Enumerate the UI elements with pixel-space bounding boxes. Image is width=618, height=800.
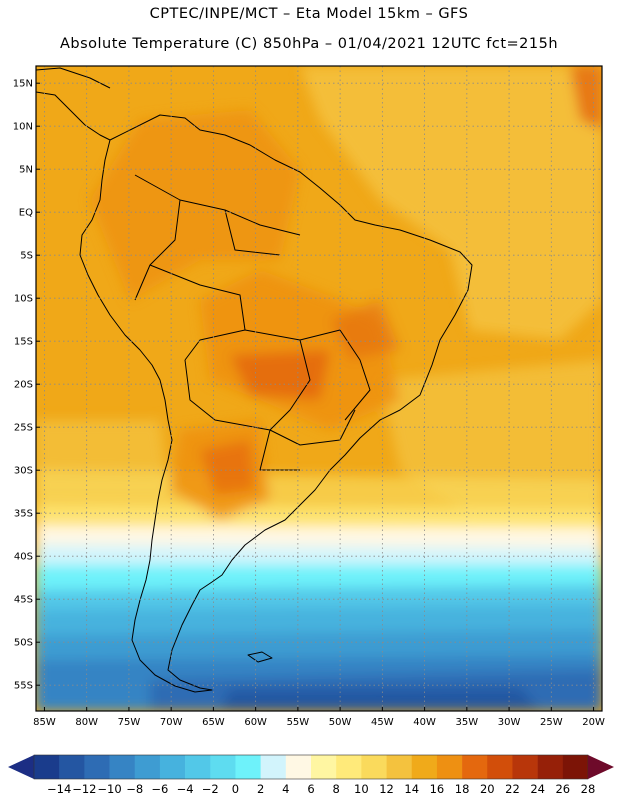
lon-label: 20W (582, 717, 605, 728)
lat-label: 45S (14, 595, 33, 606)
lat-label: 55S (14, 681, 33, 692)
temperature-bands (36, 66, 602, 711)
lat-label: 20S (14, 380, 33, 391)
lat-label: 5N (19, 165, 33, 176)
lon-label: 65W (202, 717, 225, 728)
lat-label: 10S (14, 294, 33, 305)
falkland-islands (247, 651, 273, 663)
lon-label: 60W (244, 717, 267, 728)
lat-label: 15S (14, 337, 33, 348)
temperature-field (36, 66, 602, 711)
lat-label: 15N (13, 79, 33, 90)
lon-label: 35W (456, 717, 479, 728)
lon-label: 50W (329, 717, 352, 728)
lat-label: 25S (14, 423, 33, 434)
lat-label: 40S (14, 552, 33, 563)
longitude-labels: 85W 80W 75W 70W 65W 60W 55W 50W 45W 40W 35W 30W 25W 2… (33, 717, 605, 728)
lon-label: 55W (287, 717, 310, 728)
lon-label: 85W (33, 717, 56, 728)
axis-ticks (36, 82, 595, 711)
lat-label: EQ (19, 208, 33, 219)
lon-label: 30W (498, 717, 521, 728)
lat-label: 10N (13, 122, 33, 133)
lon-label: 45W (371, 717, 394, 728)
coastlines (36, 67, 473, 693)
latitude-labels: 15N 10N 5N EQ 5S 10S 15S 20S 25S 30S 35S 40S 45S 50S 5… (13, 79, 33, 692)
south-america-outline (79, 114, 473, 693)
lon-label: 75W (118, 717, 141, 728)
lat-label: 35S (14, 509, 33, 520)
lat-label: 30S (14, 466, 33, 477)
lon-label: 70W (160, 717, 183, 728)
lat-label: 5S (20, 251, 33, 262)
lat-label: 50S (14, 638, 33, 649)
title-line-1: CPTEC/INPE/MCT – Eta Model 15km – GFS (149, 6, 469, 22)
lon-label: 40W (413, 717, 436, 728)
map-frame (35, 65, 603, 712)
lon-label: 80W (75, 717, 98, 728)
lon-label: 25W (540, 717, 563, 728)
title-line-2: Absolute Temperature (C) 850hPa – 01/04/… (59, 36, 559, 52)
